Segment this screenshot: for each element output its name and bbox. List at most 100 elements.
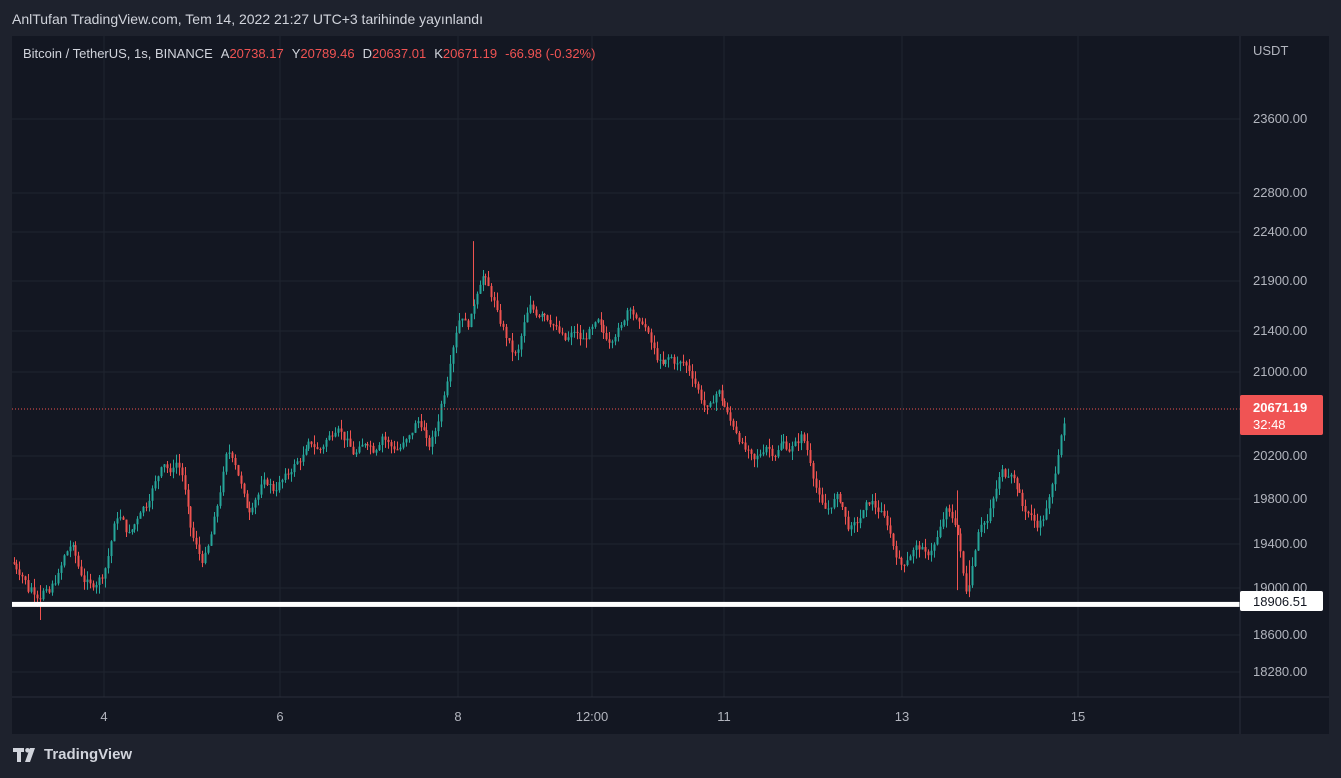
chart-panel[interactable]: 23600.00 22800.00 22400.00 21900.00 21400.00… <box>12 36 1329 734</box>
candle-body <box>240 475 243 484</box>
candle-body <box>77 555 80 567</box>
candle-body <box>57 572 60 584</box>
tradingview-logo-icon <box>13 747 35 762</box>
chart-header: AnlTufan TradingView.com, Tem 14, 2022 2… <box>0 0 1341 36</box>
candle-body <box>169 468 172 473</box>
symbol-name[interactable]: Bitcoin / TetherUS, 1s, BINANCE <box>23 46 213 61</box>
candle-body <box>865 502 868 511</box>
tradingview-logo[interactable]: TradingView <box>13 746 132 763</box>
candle-body <box>900 558 903 565</box>
candle-body <box>493 297 496 301</box>
candle-body <box>520 335 523 350</box>
open-label: A <box>220 46 230 61</box>
candle-body <box>780 443 783 451</box>
candle-body <box>125 519 128 533</box>
candle-body <box>1054 473 1057 485</box>
candle-body <box>122 517 125 520</box>
high-label: Y <box>291 46 301 61</box>
candle-body <box>417 421 420 424</box>
candle-body <box>824 502 827 509</box>
candle-body <box>316 447 319 449</box>
candle-body <box>272 484 275 491</box>
candle-body <box>927 551 930 556</box>
candle-body <box>260 484 263 495</box>
candle-body <box>995 488 998 499</box>
candle-body <box>664 359 667 364</box>
candle-body <box>877 507 880 512</box>
candle-body <box>275 490 278 492</box>
candle-body <box>759 454 762 456</box>
candle-body <box>399 447 402 450</box>
candle-body <box>1024 506 1027 512</box>
candle-body <box>856 522 859 524</box>
candle-body <box>526 312 529 323</box>
candle-body <box>862 510 865 519</box>
candle-body <box>564 333 567 340</box>
price-tick-label: 21900.00 <box>1253 273 1307 288</box>
candle-body <box>499 310 502 324</box>
candle-body <box>847 516 850 530</box>
candle-body <box>715 393 718 403</box>
candles <box>13 241 1066 621</box>
candle-body <box>428 437 431 447</box>
candle-body <box>449 363 452 382</box>
candle-body <box>532 304 535 310</box>
candle-body <box>821 494 824 503</box>
candle-body <box>948 508 951 512</box>
candle-body <box>154 481 157 489</box>
candle-body <box>965 573 968 592</box>
candle-body <box>192 527 195 538</box>
time-tick-label: 8 <box>454 709 461 724</box>
candle-body <box>667 357 670 360</box>
candle-body <box>33 587 36 595</box>
candle-body <box>777 450 780 457</box>
time-tick-label: 13 <box>895 709 909 724</box>
candle-body <box>390 442 393 447</box>
candle-body <box>375 450 378 453</box>
candle-body <box>24 576 27 581</box>
candle-body <box>243 483 246 494</box>
candle-body <box>184 475 187 490</box>
candle-body <box>818 487 821 495</box>
candle-body <box>425 430 428 438</box>
candle-body <box>791 446 794 452</box>
published-info: AnlTufan TradingView.com, Tem 14, 2022 2… <box>12 11 483 27</box>
candle-body <box>387 439 390 443</box>
candle-body <box>361 444 364 447</box>
candle-body <box>13 562 16 564</box>
candle-body <box>957 524 960 534</box>
candle-body <box>107 556 110 569</box>
candle-body <box>750 449 753 454</box>
candle-body <box>372 445 375 453</box>
candle-body <box>1007 476 1010 478</box>
candle-body <box>325 439 328 447</box>
candle-body <box>1010 474 1013 477</box>
candle-body <box>744 442 747 450</box>
candle-body <box>1001 469 1004 478</box>
current-price-value: 20671.19 <box>1253 400 1307 415</box>
candle-body <box>248 508 251 513</box>
candle-body <box>490 286 493 298</box>
symbol-legend[interactable]: Bitcoin / TetherUS, 1s, BINANCE A20738.17… <box>23 46 595 61</box>
candle-body <box>364 444 367 446</box>
candlestick-chart[interactable]: 23600.00 22800.00 22400.00 21900.00 21400.00… <box>12 36 1329 734</box>
candle-body <box>136 518 139 525</box>
candle-body <box>511 340 514 353</box>
time-axis[interactable]: 4 6 8 12:00 11 13 15 <box>100 709 1085 724</box>
candle-body <box>685 362 688 366</box>
candle-body <box>98 577 101 586</box>
change-value: -66.98 (-0.32%) <box>505 46 596 61</box>
candle-body <box>281 479 284 483</box>
candle-body <box>915 545 918 550</box>
time-tick-label: 12:00 <box>576 709 609 724</box>
candle-body <box>175 462 178 468</box>
close-value: 20671.19 <box>442 46 498 61</box>
candle-body <box>431 436 434 447</box>
candle-body <box>284 473 287 480</box>
candle-body <box>328 435 331 440</box>
candle-body <box>60 565 63 573</box>
support-line <box>12 601 1240 607</box>
candle-body <box>1004 469 1007 477</box>
candle-body <box>378 445 381 451</box>
candle-body <box>785 441 788 450</box>
